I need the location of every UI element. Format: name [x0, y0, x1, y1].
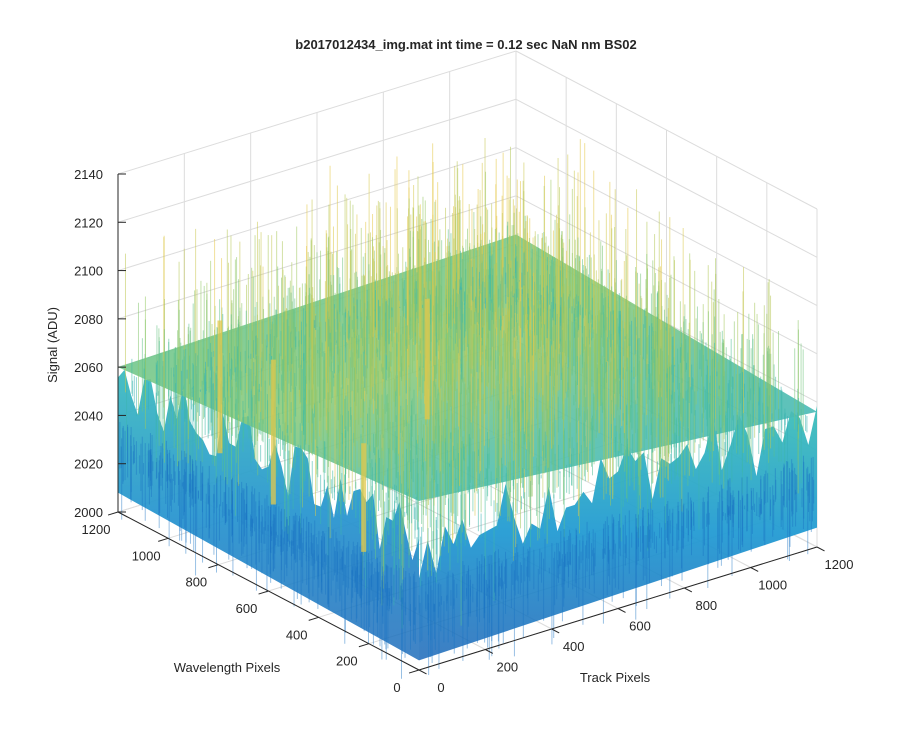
y-tick-label: 800	[185, 575, 207, 590]
x-tick-label: 1000	[758, 578, 787, 593]
x-tick-mark	[485, 649, 494, 654]
x-tick-label: 1200	[825, 557, 854, 572]
y-tick-mark	[258, 590, 269, 595]
back-wall-grid-line	[117, 98, 517, 223]
axes-lines	[107, 173, 825, 675]
z-axis-label: Signal (ADU)	[45, 307, 60, 383]
x-tick-mark	[816, 546, 825, 552]
z-tick-label: 2140	[74, 167, 103, 182]
x-tick-mark	[617, 608, 626, 613]
side-wall-grid-line	[515, 98, 818, 258]
y-tick-label: 1200	[82, 522, 111, 537]
surface-right-face	[419, 405, 817, 661]
x-tick-label: 600	[629, 619, 651, 634]
y-tick-mark	[308, 616, 319, 621]
tick-labels: 0 200 400 600 800 1000 1200 0 200 400 600 800 1000 12…	[74, 167, 853, 695]
side-wall-grid-line	[515, 147, 818, 307]
x-tick-label: 400	[563, 639, 585, 654]
z-tick-label: 2120	[74, 215, 103, 230]
y-tick-label: 0	[393, 680, 400, 695]
x-tick-label: 200	[496, 660, 518, 675]
y-tick-mark	[107, 511, 119, 516]
y-tick-mark	[158, 537, 169, 542]
y-tick-mark	[208, 564, 219, 569]
y-tick-mark	[358, 643, 369, 648]
z-tick-label: 2060	[74, 360, 103, 375]
signal-surface	[118, 138, 817, 679]
chart-title: b2017012434_img.mat int time = 0.12 sec …	[295, 37, 636, 52]
z-tick-label: 2000	[74, 505, 103, 520]
x-tick-mark	[418, 669, 427, 675]
z-tick-label: 2040	[74, 408, 103, 423]
x-tick-mark	[551, 628, 560, 634]
x-tick-label: 800	[695, 598, 717, 613]
x-tick-mark	[684, 587, 693, 593]
side-wall-grid-line	[515, 50, 818, 210]
x-tick-mark	[750, 567, 759, 572]
y-tick-label: 600	[236, 601, 258, 616]
z-tick-label: 2080	[74, 312, 103, 327]
z-tick-label: 2100	[74, 264, 103, 279]
y-tick-label: 200	[336, 654, 358, 669]
y-tick-label: 1000	[132, 548, 161, 563]
x-axis-label: Track Pixels	[580, 670, 651, 685]
z-tick-label: 2020	[74, 457, 103, 472]
y-tick-label: 400	[286, 627, 308, 642]
y-tick-mark	[408, 669, 420, 674]
y-axis-label: Wavelength Pixels	[174, 660, 281, 675]
x-tick-label: 0	[437, 680, 444, 695]
back-wall-grid-line	[117, 50, 517, 175]
